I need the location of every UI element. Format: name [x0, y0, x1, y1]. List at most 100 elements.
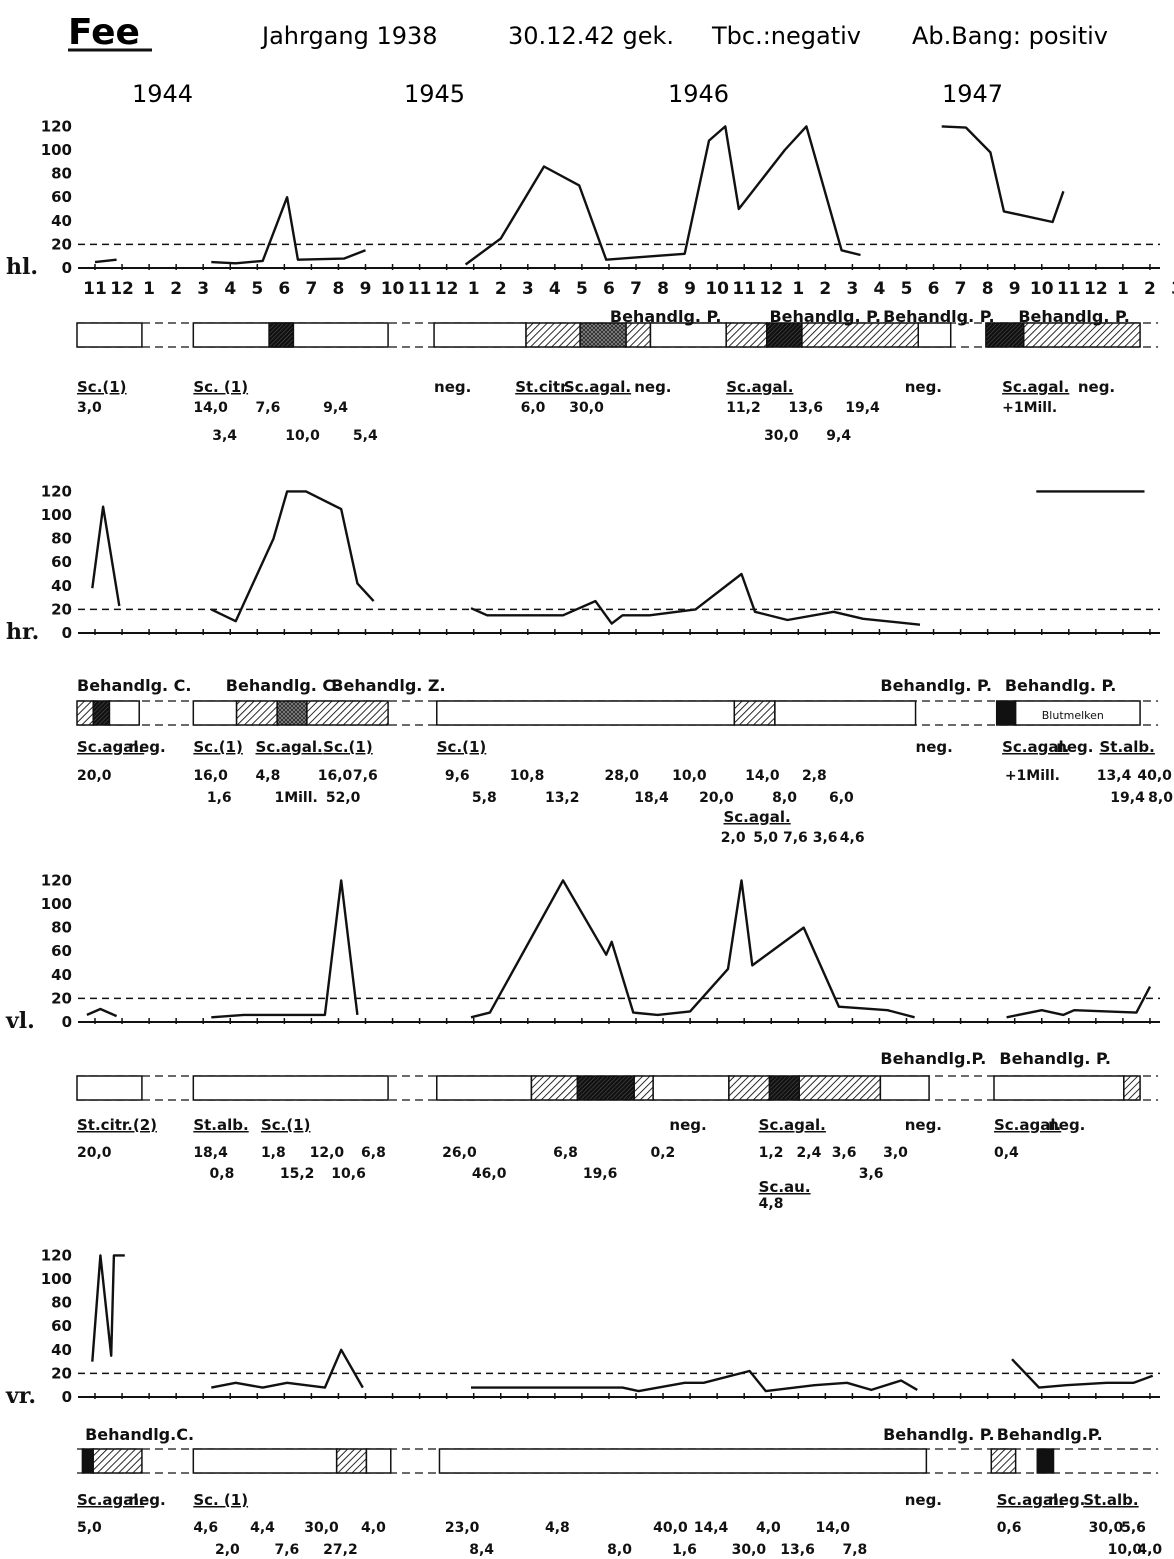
- month-tick-label: 1: [792, 279, 804, 299]
- month-tick-label: 2: [1144, 279, 1156, 299]
- y-tick-label: 40: [51, 212, 72, 230]
- treatment-bar-segment: [879, 1075, 930, 1101]
- cell-count-value: 1Mill.: [274, 790, 317, 806]
- treatment-bar-segment: [81, 1448, 94, 1474]
- gek-date: 30.12.42 gek.: [508, 22, 674, 50]
- cell-count-value: 30,0: [304, 1520, 339, 1536]
- treatment-bar-segment: [433, 322, 527, 348]
- cell-count-value: 19,4: [845, 400, 880, 416]
- cell-count-value: 3,4: [212, 428, 237, 444]
- month-tick-label: 10: [1030, 279, 1054, 299]
- diagnosis-label: St.citr.: [515, 378, 571, 396]
- y-tick-label: 40: [51, 577, 72, 595]
- cell-count-value: 5,0: [753, 830, 778, 846]
- month-tick-label: 8: [657, 279, 669, 299]
- cell-count-value: 10,0: [672, 768, 707, 784]
- cell-count-value: 14,0: [815, 1520, 850, 1536]
- month-tick-label: 3: [1171, 279, 1174, 299]
- cell-count-value: 0,6: [997, 1520, 1022, 1536]
- diagnosis-label: Sc.agal.: [1002, 738, 1069, 756]
- cell-count-value: 13,2: [545, 790, 580, 806]
- y-tick-label: 120: [41, 117, 72, 135]
- cell-count-value: 4,4: [250, 1520, 275, 1536]
- treatment-label: Behandlg. P.: [610, 307, 722, 326]
- panel-hr: hr. 120 100 80 60 40 20 0 Blutmelken Behandlg. C.…: [6, 482, 1173, 846]
- cell-count-value: 4,0: [1137, 1542, 1162, 1558]
- treatment-label: Behandlg. P.: [999, 1049, 1111, 1068]
- cell-count-value: 3,0: [77, 400, 102, 416]
- treatment-bar-segment: [995, 700, 1017, 726]
- series-line-segment: [91, 1254, 125, 1362]
- cell-count-value: 4,0: [756, 1520, 781, 1536]
- cell-count-value: 5,6: [1121, 1520, 1146, 1536]
- month-tick-label: 12: [435, 279, 459, 299]
- cell-count-value: 5,8: [472, 790, 497, 806]
- cell-count-value: 18,4: [634, 790, 669, 806]
- cell-count-value: 20,0: [77, 1145, 112, 1161]
- quarter-label: hl.: [6, 254, 38, 280]
- cell-count-value: 2,4: [797, 1145, 822, 1161]
- month-tick-label: 6: [928, 279, 940, 299]
- month-tick-label: 9: [360, 279, 372, 299]
- cell-count-value: 26,0: [442, 1145, 477, 1161]
- month-tick-label: 12: [759, 279, 783, 299]
- cell-count-value: 14,4: [694, 1520, 729, 1536]
- diagnosis-label: Sc. (1): [193, 1491, 248, 1509]
- diagnosis-label: Sc.agal.: [997, 1491, 1064, 1509]
- y-tick-label: 20: [51, 600, 72, 618]
- cell-count-value: 20,0: [699, 790, 734, 806]
- y-tick-label: 20: [51, 1364, 72, 1382]
- quarter-label: vl.: [5, 1008, 35, 1034]
- treatment-bar-segment: [1014, 700, 1141, 726]
- cell-count-value: 0,4: [994, 1145, 1019, 1161]
- cell-count-value: 2,8: [802, 768, 827, 784]
- diagnosis-label: Sc.agal.: [564, 378, 631, 396]
- treatment-bar-segment: [576, 1075, 635, 1101]
- treatment-bar-segment: [92, 700, 111, 726]
- month-tick-label: 10: [705, 279, 729, 299]
- cow-name: Fee: [68, 12, 140, 53]
- cell-count-value: 11,2: [726, 400, 761, 416]
- diagnosis-label: Sc.agal.: [1002, 378, 1069, 396]
- month-tick-label: 9: [684, 279, 696, 299]
- diagnosis-label: Sc.(1): [193, 738, 243, 756]
- series-line-segment: [86, 1007, 118, 1018]
- y-tick-label: 0: [62, 624, 72, 642]
- cell-count-value: 1,2: [759, 1145, 784, 1161]
- month-tick-label: 2: [819, 279, 831, 299]
- treatment-bar-segment: [774, 700, 917, 726]
- diagnosis-label: St.alb.: [1083, 1491, 1138, 1509]
- treatment-bar-segment: [633, 1075, 654, 1101]
- treatment-label: Behandlg. C.: [77, 676, 191, 695]
- diagnosis-sublabel: Sc.agal.: [723, 808, 790, 826]
- treatment-bar-segment: [1123, 1075, 1141, 1101]
- panel-vr: vr. 120 100 80 60 40 20 0 Behandlg.C. Behandlg. P…: [5, 1246, 1162, 1558]
- treatment-bar-segment: [798, 1075, 882, 1101]
- month-tick-label: 5: [576, 279, 588, 299]
- cell-count-value: 7,8: [843, 1542, 868, 1558]
- diagnosis-label: Sc.(1): [323, 738, 373, 756]
- diagnosis-label: Sc.agal.: [994, 1116, 1061, 1134]
- treatment-bar-segment: [579, 322, 627, 348]
- cell-count-value: 4,8: [759, 1196, 784, 1212]
- diagnosis-label: neg.: [128, 738, 165, 756]
- cell-count-value: 4,6: [840, 830, 865, 846]
- treatment-bar-segment: [1036, 1448, 1055, 1474]
- cell-count-value: 8,0: [772, 790, 797, 806]
- month-tick-label: 12: [110, 279, 134, 299]
- treatment-bar-segment: [728, 1075, 771, 1101]
- treatment-bar-segment: [92, 1448, 143, 1474]
- treatment-bar-segment: [436, 700, 736, 726]
- month-tick-label: 8: [333, 279, 345, 299]
- cell-count-value: 18,4: [193, 1145, 228, 1161]
- month-tick-label: 12: [1084, 279, 1108, 299]
- treatment-bar-segment: [365, 1448, 392, 1474]
- month-tick-label: 4: [549, 279, 561, 299]
- cell-count-value: +1Mill.: [1002, 400, 1057, 416]
- month-tick-label: 6: [603, 279, 615, 299]
- month-tick-label: 7: [955, 279, 967, 299]
- month-tick-label: 4: [224, 279, 236, 299]
- diagnosis-label: neg.: [634, 378, 671, 396]
- month-tick-label: 2: [495, 279, 507, 299]
- cell-count-value: 30,0: [569, 400, 604, 416]
